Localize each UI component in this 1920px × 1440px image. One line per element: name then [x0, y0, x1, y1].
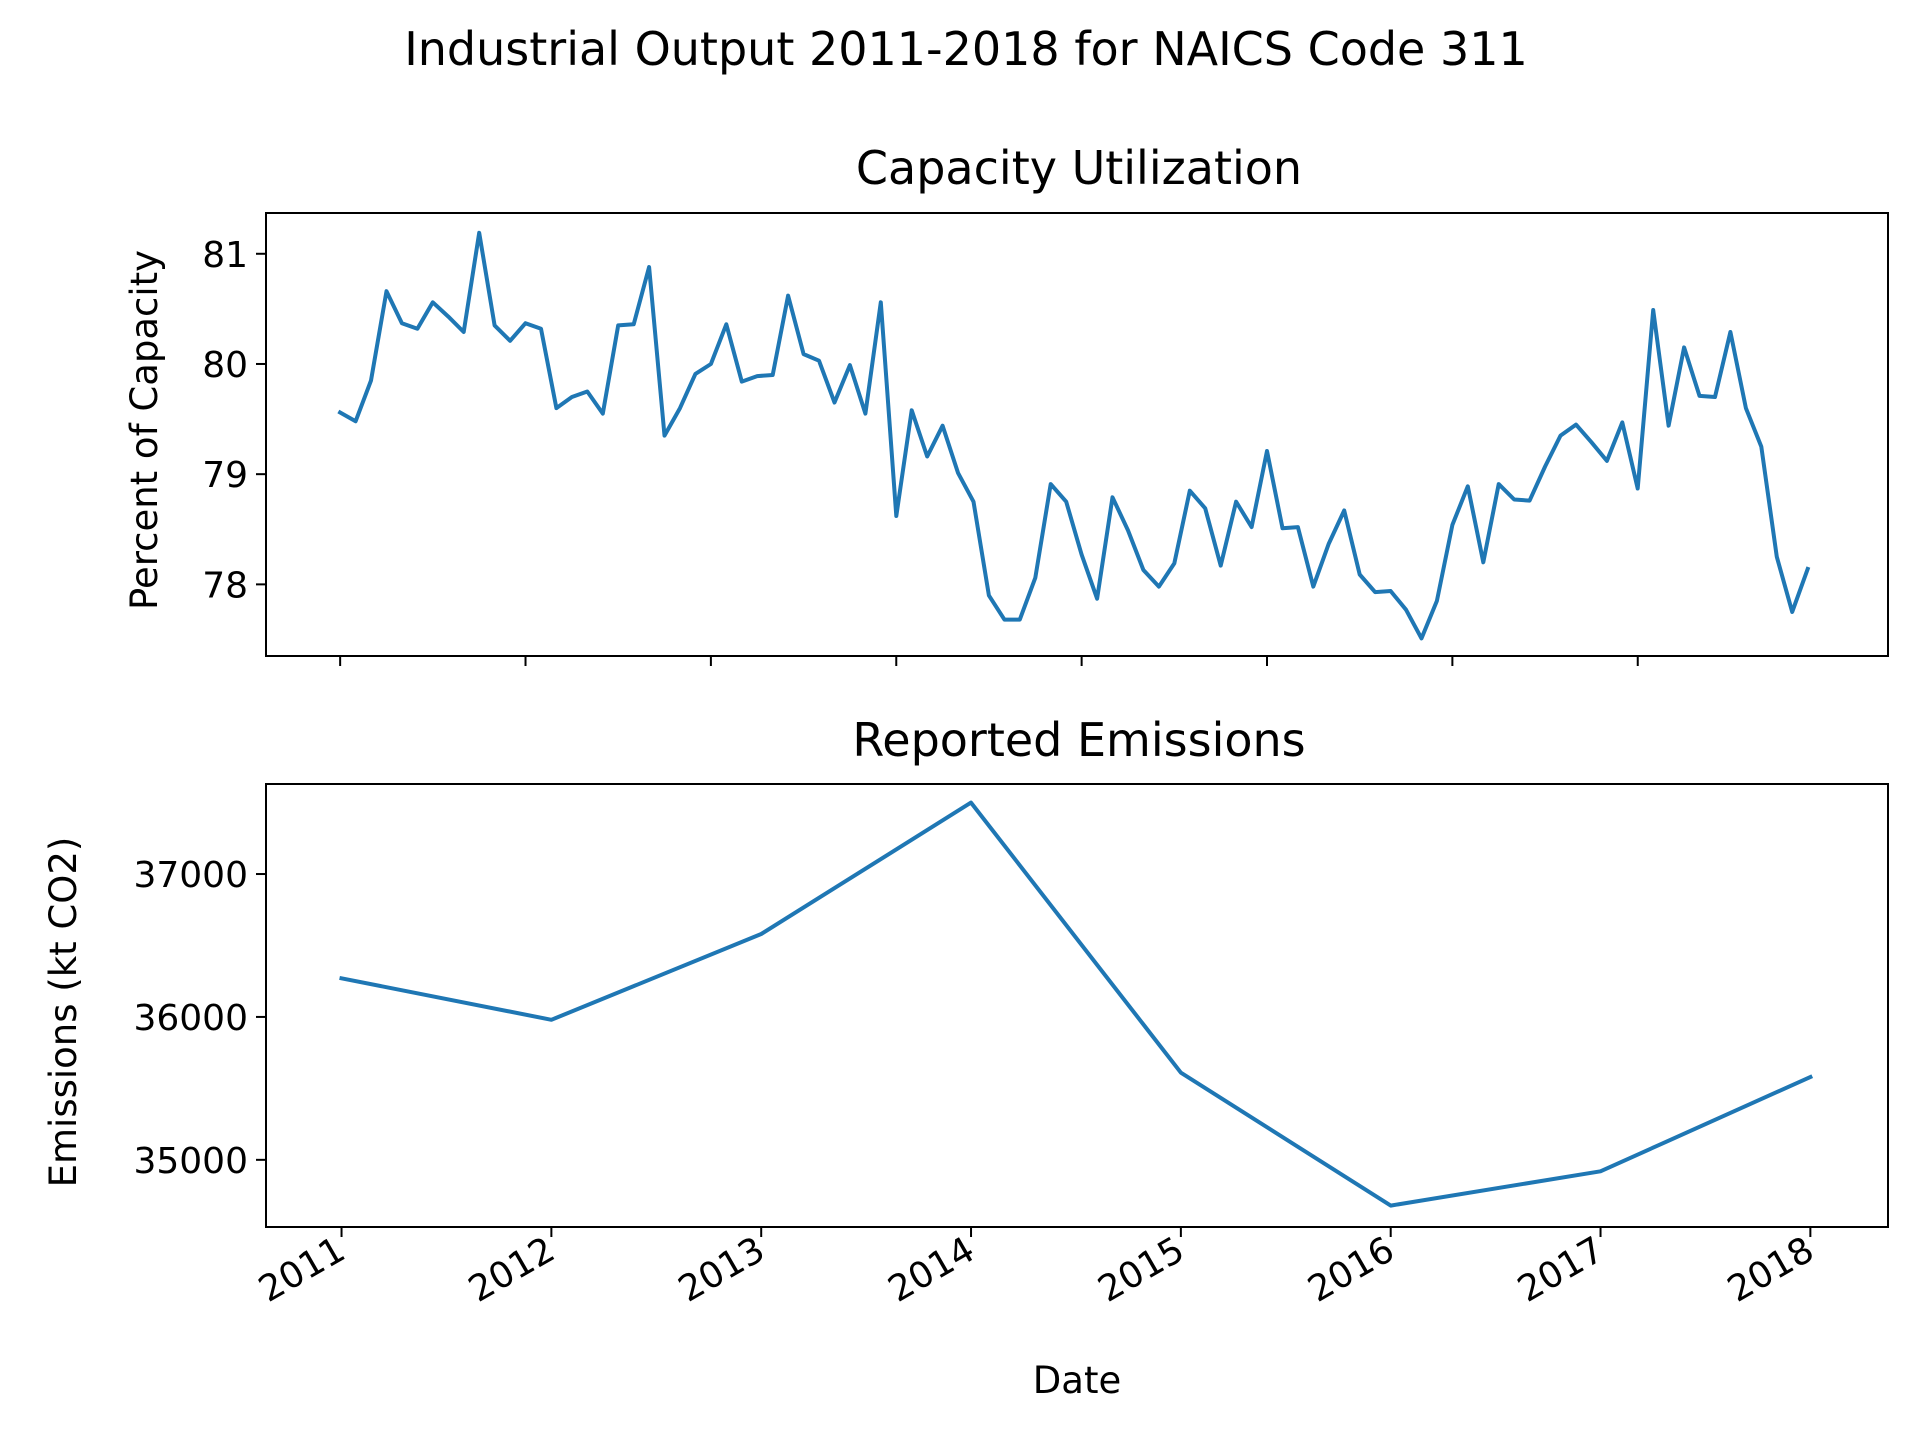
capacity-x-ticks	[339, 656, 1639, 666]
emissions-y-tick-label: 36000	[133, 998, 248, 1039]
capacity-utilization-subplot: Capacity Utilization Percent of Capacity…	[123, 141, 1889, 666]
capacity-utilization-title: Capacity Utilization	[856, 141, 1302, 195]
capacity-y-tick-label: 81	[202, 235, 248, 276]
emissions-series-line	[339, 800, 1814, 1208]
x-axis-label: Date	[1033, 1359, 1121, 1402]
capacity-y-tick-label: 78	[202, 565, 248, 606]
capacity-y-tick-label: 80	[202, 345, 248, 386]
emissions-y-tick-label: 35000	[133, 1141, 248, 1182]
capacity-y-ticks: 78 79 80 81	[202, 235, 266, 606]
capacity-series-line	[337, 230, 1811, 641]
capacity-plot-area	[337, 230, 1811, 641]
emissions-plot-area	[339, 800, 1814, 1208]
emissions-y-tick-label: 37000	[133, 855, 248, 896]
emissions-y-ticks: 35000 36000 37000	[133, 855, 266, 1182]
capacity-y-tick-label: 79	[202, 455, 248, 496]
figure-title: Industrial Output 2011-2018 for NAICS Co…	[404, 22, 1528, 76]
capacity-axes-frame	[265, 212, 1889, 657]
reported-emissions-title: Reported Emissions	[852, 713, 1305, 767]
capacity-y-axis-label: Percent of Capacity	[123, 250, 166, 610]
emissions-y-axis-label: Emissions (kt CO2)	[42, 837, 85, 1188]
emissions-axes-frame	[265, 783, 1889, 1228]
